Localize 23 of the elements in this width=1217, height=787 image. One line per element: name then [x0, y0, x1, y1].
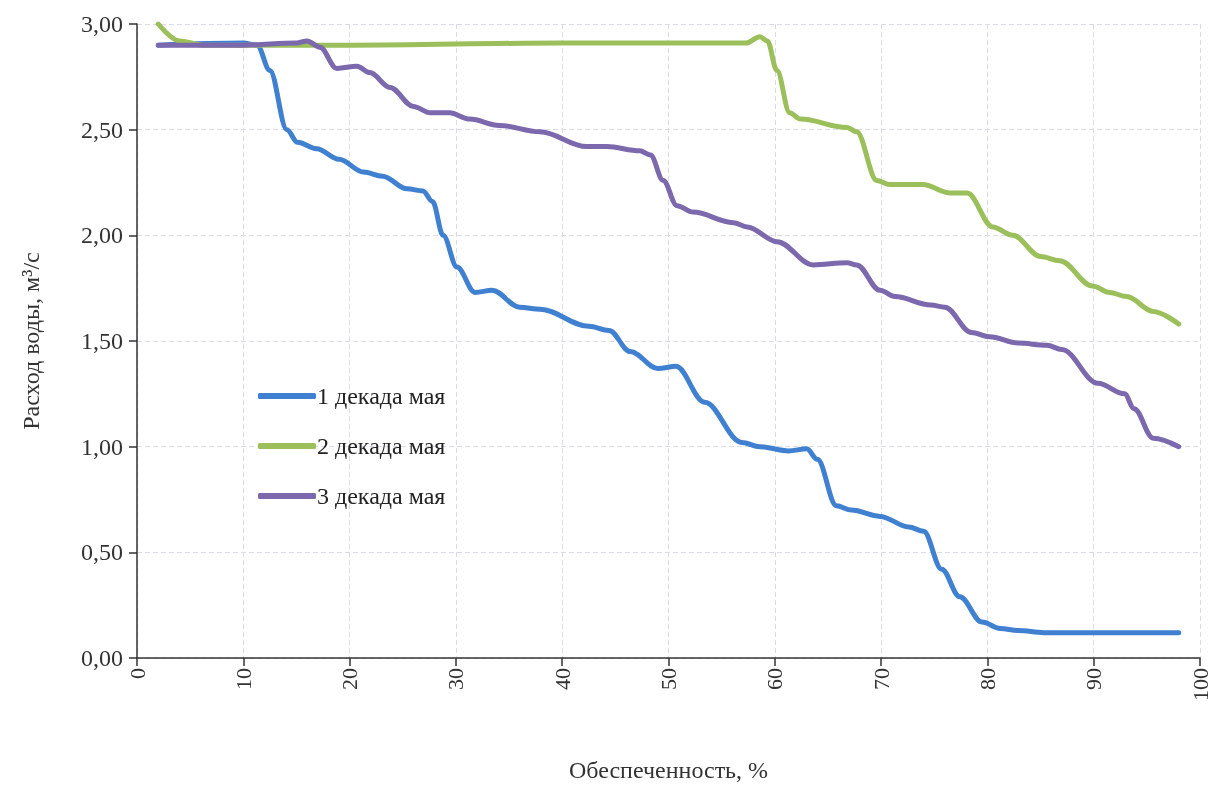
- y-tick-label: 3,00: [81, 11, 123, 37]
- x-tick-label: 80: [974, 668, 1000, 690]
- x-tick-label: 30: [443, 668, 469, 690]
- y-tick-label: 0,50: [81, 539, 123, 566]
- legend-label: 2 декада мая: [317, 433, 446, 459]
- y-tick-label: 0,00: [81, 645, 123, 671]
- x-tick-label: 20: [337, 668, 363, 690]
- y-axis-title: Расход воды, м³/с: [18, 252, 44, 430]
- legend-label: 1 декада мая: [317, 383, 446, 409]
- x-axis-title: Обеспеченность, %: [568, 757, 769, 783]
- y-tick-label: 1,00: [81, 433, 123, 460]
- y-tick-label: 2,50: [81, 116, 123, 143]
- x-tick-label: 60: [762, 668, 788, 690]
- x-tick-label: 40: [549, 668, 575, 690]
- x-tick-label: 100: [1187, 668, 1213, 701]
- legend-label: 3 декада мая: [317, 483, 446, 509]
- x-tick-label: 50: [656, 668, 681, 690]
- x-tick-label: 0: [124, 668, 150, 679]
- x-tick-label: 90: [1081, 668, 1107, 690]
- x-tick-label: 70: [868, 668, 894, 690]
- y-tick-label: 1,50: [81, 328, 123, 354]
- x-tick-label: 10: [230, 668, 256, 690]
- y-tick-label: 2,00: [81, 222, 123, 249]
